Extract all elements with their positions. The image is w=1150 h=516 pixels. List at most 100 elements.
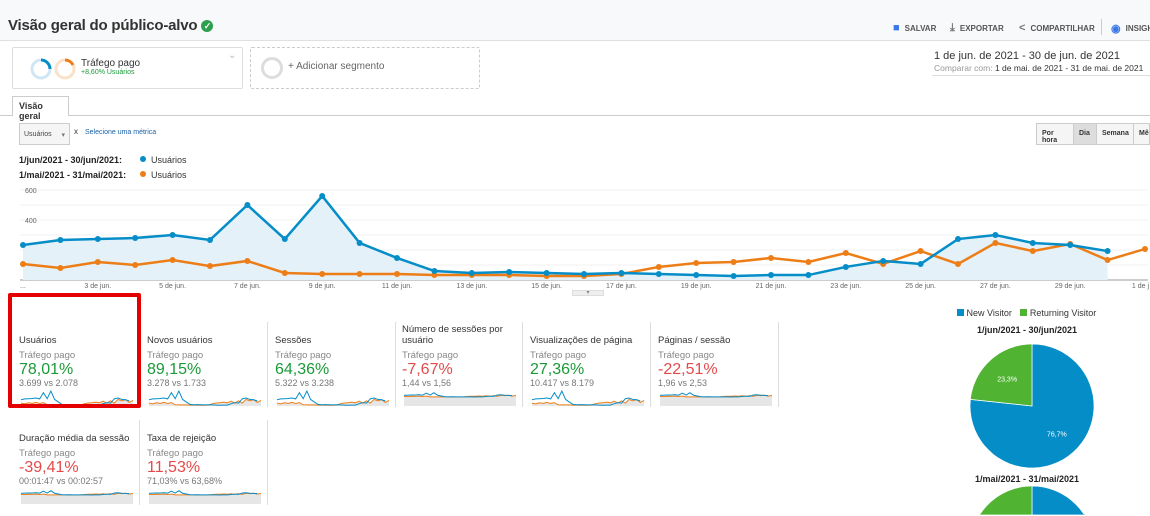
- metric-change: 78,01%: [19, 361, 74, 378]
- metric-sparkline: [276, 389, 390, 406]
- segment-paid-traffic[interactable]: Tráfego pago +8,60% Usuários ⌄: [12, 47, 243, 89]
- point-previous: [20, 260, 26, 267]
- x-tick-label: 25 de jun.: [905, 283, 936, 290]
- date-range-primary: 1 de jun. de 2021 - 30 de jun. de 2021: [934, 50, 1120, 62]
- point-previous: [693, 260, 700, 267]
- divider: [932, 75, 1150, 76]
- point-previous: [655, 263, 662, 270]
- sparkline-area: [149, 399, 261, 406]
- point-previous: [917, 248, 924, 255]
- metric-segment: Tráfego pago: [402, 350, 459, 361]
- save-button[interactable]: ■ SALVAR: [893, 22, 936, 34]
- point-previous: [356, 271, 363, 277]
- point-previous: [394, 271, 400, 277]
- metric-card[interactable]: Páginas / sessão Tráfego pago -22,51% 1,…: [651, 322, 779, 407]
- point-current: [319, 193, 326, 199]
- metric-segment: Tráfego pago: [147, 448, 204, 459]
- legend-previous-range: 1/mai/2021 - 31/mai/2021:: [19, 170, 127, 180]
- visitor-pie-charts: 76,7% 23,3%: [969, 343, 1095, 516]
- point-previous: [955, 260, 961, 267]
- tab-divider: [0, 115, 1150, 116]
- metric-segment: Tráfego pago: [658, 350, 715, 361]
- metric-select[interactable]: Usuários ▾: [19, 123, 70, 145]
- legend-dot: [140, 156, 146, 162]
- point-current: [1104, 248, 1111, 255]
- metric-card[interactable]: Novos usuários Tráfego pago 89,15% 3.278…: [140, 322, 268, 407]
- point-current: [431, 268, 438, 274]
- sparkline-area: [404, 395, 516, 406]
- insights-button[interactable]: ◉ INSIGH: [1111, 22, 1150, 35]
- export-label: EXPORTAR: [959, 24, 1004, 33]
- share-button[interactable]: < COMPARTILHAR: [1019, 22, 1095, 34]
- metric-name: Duração média da sessão: [19, 433, 130, 444]
- point-previous: [842, 250, 849, 256]
- point-current: [693, 272, 700, 279]
- metric-card[interactable]: Duração média da sessão Tráfego pago -39…: [12, 420, 140, 505]
- point-previous: [768, 254, 774, 261]
- share-label: COMPARTILHAR: [1030, 23, 1095, 33]
- metric-sparkline: [148, 389, 262, 406]
- granularity-hour[interactable]: Por hora: [1036, 123, 1074, 145]
- sparkline-area: [149, 493, 261, 504]
- granularity-day[interactable]: Dia: [1073, 123, 1097, 145]
- legend-swatch: [1020, 309, 1028, 316]
- point-current: [207, 236, 213, 243]
- pie-slice-current: [970, 343, 1033, 407]
- share-icon: <: [1019, 22, 1026, 34]
- x-tick-label: 17 de jun.: [606, 283, 637, 290]
- x-tick-label: 23 de jun.: [830, 283, 861, 290]
- point-current: [992, 232, 999, 238]
- tab-overview[interactable]: Visão geral: [12, 96, 69, 121]
- point-current: [281, 236, 288, 243]
- metric-sparkline: [20, 490, 134, 504]
- sparkline-area: [21, 493, 133, 504]
- point-current: [618, 269, 625, 276]
- granularity-month[interactable]: Mês: [1133, 123, 1150, 145]
- metric-change: 89,15%: [147, 361, 202, 378]
- y-tick-label: 600: [25, 188, 37, 195]
- point-previous: [244, 257, 251, 264]
- save-icon: ■: [893, 22, 900, 34]
- point-previous: [207, 263, 213, 270]
- metric-name: Visualizações de página: [530, 335, 633, 346]
- granularity-week[interactable]: Semana: [1096, 123, 1134, 145]
- legend-swatch: [957, 309, 964, 316]
- point-current: [917, 260, 924, 267]
- export-button[interactable]: ⤓ EXPORTAR: [950, 22, 1004, 35]
- chart-resize-handle[interactable]: ▾: [572, 290, 604, 296]
- remove-metric-button[interactable]: x: [74, 127, 78, 136]
- point-current: [581, 271, 587, 277]
- metric-name: Novos usuários: [147, 335, 213, 346]
- point-previous: [992, 239, 999, 246]
- x-tick-label: 21 de jun.: [756, 283, 787, 290]
- metric-sparkline: [531, 389, 645, 406]
- segment-detail: +8,60% Usuários: [81, 69, 135, 76]
- pie-title-current: 1/jun/2021 - 30/jun/2021: [976, 325, 1078, 335]
- metric-name: Número de sessões por usuário: [402, 324, 503, 346]
- chevron-down-icon[interactable]: ⌄: [228, 50, 237, 61]
- metric-card[interactable]: Sessões Tráfego pago 64,36% 5.322 vs 3.2…: [268, 322, 396, 407]
- metric-card[interactable]: Número de sessões por usuário Tráfego pa…: [395, 322, 523, 407]
- metric-comparison: 10.417 vs 8.179: [530, 378, 595, 388]
- point-current: [394, 254, 400, 261]
- metric-comparison: 71,03% vs 63,68%: [147, 476, 223, 486]
- metric-sparkline: [659, 392, 773, 406]
- point-previous: [1029, 248, 1036, 255]
- point-current: [543, 269, 550, 276]
- point-current: [880, 257, 887, 264]
- point-current: [730, 272, 737, 279]
- divider: [1101, 19, 1102, 35]
- point-current: [356, 239, 363, 246]
- date-range-picker[interactable]: 1 de jun. de 2021 - 30 de jun. de 2021 C…: [934, 50, 1143, 73]
- metric-card[interactable]: Taxa de rejeição Tráfego pago 11,53% 71,…: [140, 420, 268, 505]
- point-previous: [57, 265, 64, 271]
- point-previous: [1104, 257, 1111, 264]
- metric-comparison: 00:01:47 vs 00:02:57: [19, 476, 104, 486]
- point-current: [244, 202, 251, 208]
- page-title-text: Visão geral do público-alvo: [8, 17, 198, 34]
- point-current: [1067, 242, 1074, 249]
- select-metric-link[interactable]: Selecione uma métrica: [85, 129, 157, 136]
- sparkline-area: [277, 399, 389, 406]
- metric-card[interactable]: Visualizações de página Tráfego pago 27,…: [523, 322, 651, 407]
- add-segment-button[interactable]: + Adicionar segmento: [250, 47, 480, 89]
